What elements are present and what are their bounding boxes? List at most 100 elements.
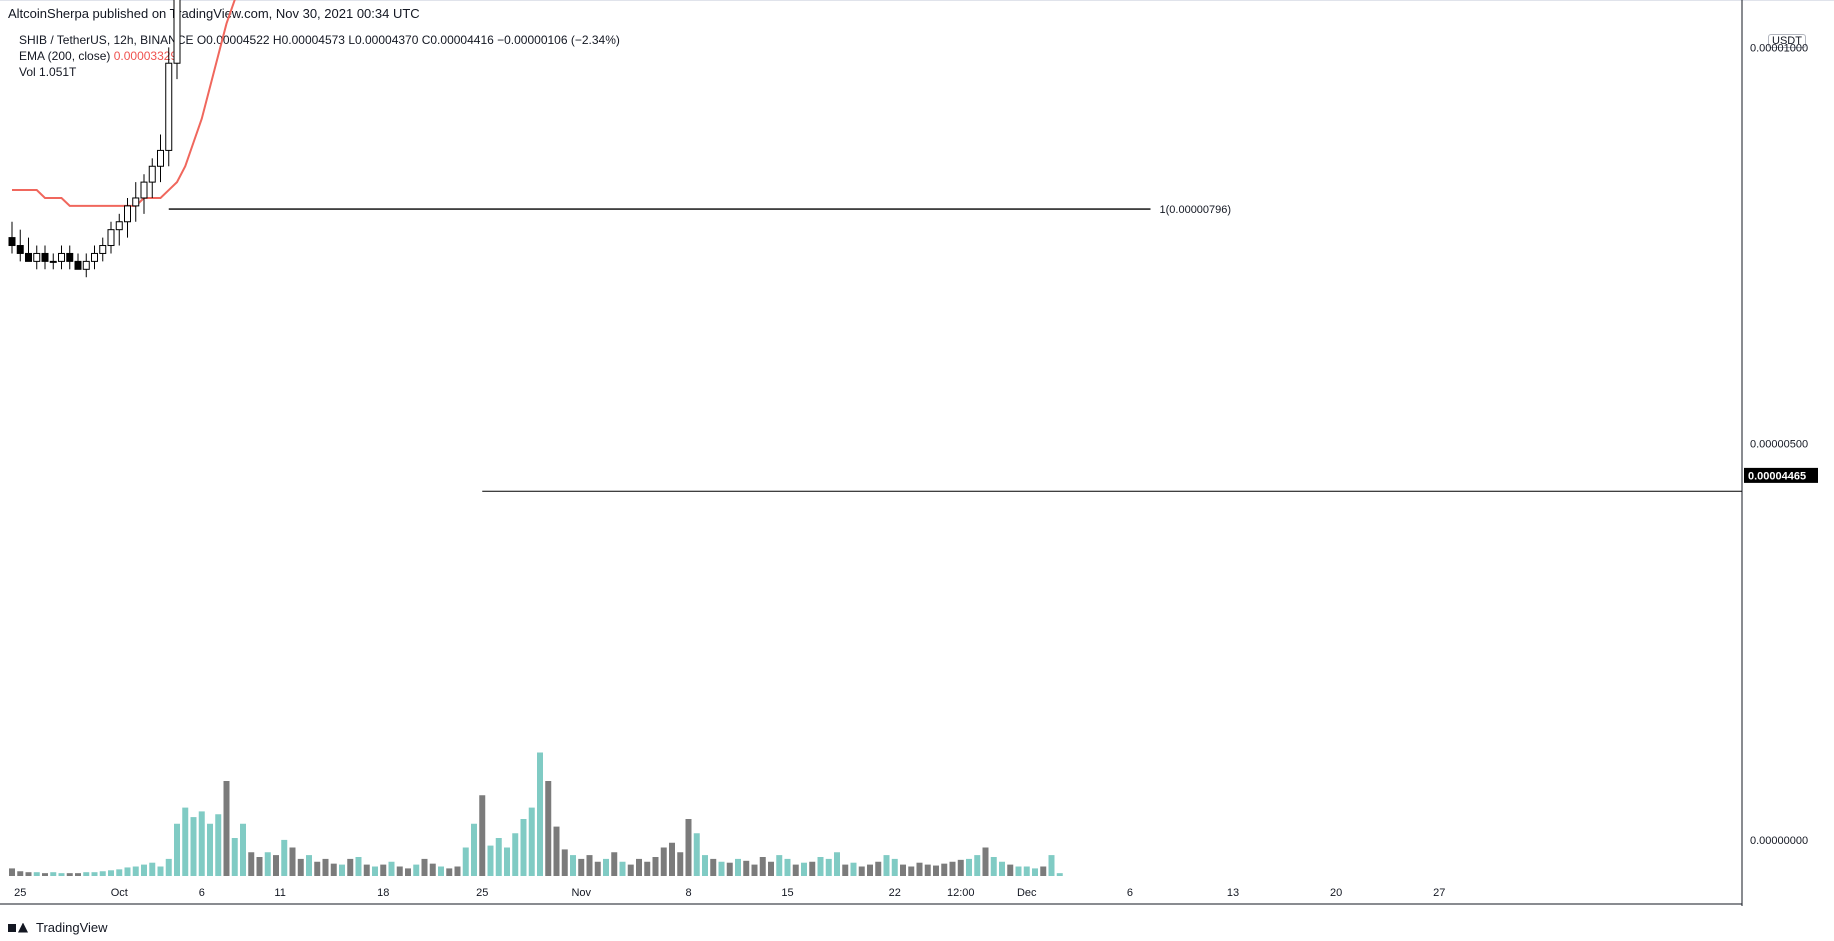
candle [99, 237, 107, 262]
volume-bar [916, 862, 923, 876]
volume-bar [743, 860, 750, 876]
volume-bar [900, 864, 906, 876]
volume-bar [66, 873, 73, 876]
candle [148, 158, 156, 198]
x-tick-label: 13 [1227, 887, 1239, 899]
x-tick-label: Nov [571, 887, 591, 899]
volume-bar [660, 847, 667, 876]
candle [41, 245, 49, 270]
volume-bar [842, 864, 849, 876]
candle-body-down [8, 237, 16, 247]
y-tick-label: 0.00000000 [1750, 835, 1808, 847]
candle-body-down [66, 252, 74, 262]
x-tick-label: 12:00 [947, 887, 975, 899]
candle [157, 134, 164, 183]
volume-bar [132, 866, 139, 876]
volume-bar [586, 855, 593, 876]
symbol-ohlc-line: SHIB / TetherUS, 12h, BINANCE O0.0000452… [19, 33, 620, 47]
volume-bar [289, 847, 296, 876]
volume-bar [1032, 868, 1038, 876]
volume-bar [809, 861, 816, 876]
volume-bar [999, 861, 1005, 876]
volume-bar [471, 823, 477, 876]
candle [132, 182, 140, 222]
volume-bar [834, 852, 840, 876]
volume-bar [108, 870, 114, 876]
candle-body-down [25, 252, 32, 262]
currency-badge[interactable]: USDT [1768, 34, 1806, 48]
candle-body-down [74, 260, 82, 270]
volume-bar [644, 861, 651, 876]
volume-bar [9, 868, 15, 876]
publisher-line: AltcoinSherpa published on TradingView.c… [8, 6, 420, 21]
volume-bar [190, 817, 197, 876]
volume-bar [99, 871, 106, 876]
volume-bar [231, 838, 238, 876]
ema-200-line [12, 0, 236, 207]
x-tick-label: 15 [781, 887, 793, 899]
volume-bar [603, 858, 609, 876]
x-tick-label: 6 [199, 887, 205, 899]
volume-bar [91, 872, 98, 876]
candle [124, 197, 131, 238]
candle-body-up [124, 205, 131, 223]
y-tick-label: 0.00000500 [1750, 439, 1808, 451]
volume-bar [141, 864, 147, 876]
volume-bar [726, 862, 733, 876]
candle [16, 229, 24, 262]
volume-bar [528, 807, 535, 876]
volume-bar [1048, 855, 1055, 876]
volume-bar [429, 863, 436, 876]
volume-bar [413, 864, 420, 876]
y-tick-label: 0.00001000 [1750, 42, 1808, 54]
high-price-badge: 0.00004465 [1748, 470, 1806, 482]
volume-bar [215, 814, 222, 876]
candle-body-up [173, 0, 181, 64]
volume-bar [314, 861, 321, 876]
tradingview-logo-icon [8, 922, 30, 934]
volume-bar [735, 858, 741, 876]
volume-bar [281, 839, 288, 876]
top-divider [0, 0, 1834, 1]
volume-bar [990, 857, 997, 876]
volume-bar [297, 858, 304, 876]
candle-body-up [82, 260, 90, 270]
chart-legend: SHIB / TetherUS, 12h, BINANCE O0.0000452… [19, 32, 620, 80]
volume-bar [58, 873, 65, 876]
candle [49, 253, 57, 270]
volume-bar [578, 858, 585, 876]
x-tick-label: 11 [274, 887, 285, 899]
candle-body-up [49, 260, 57, 263]
candle-body-up [132, 197, 140, 207]
volume-bar [487, 845, 494, 876]
ema-layer [12, 0, 236, 207]
candle [82, 253, 90, 278]
volume-bar [198, 811, 205, 876]
volume-bar [594, 861, 601, 876]
volume-bar [710, 858, 717, 876]
volume-bar [248, 852, 255, 876]
volume-bar [627, 864, 634, 876]
volume-bar [545, 781, 552, 876]
volume-bar [759, 857, 766, 876]
fibonacci-layer: 0(0.00008688)0.236(0.00006825)0.382(0.00… [168, 204, 1742, 492]
x-tick-label: 25 [476, 887, 488, 899]
candle-body-up [33, 252, 41, 262]
x-tick-label: 18 [377, 887, 389, 899]
volume-bar [1007, 864, 1014, 876]
volume-bar [553, 826, 560, 876]
volume-line: Vol 1.051T [19, 65, 77, 79]
volume-bar [454, 866, 461, 876]
candle [8, 221, 16, 254]
volume-layer [9, 752, 1063, 876]
candles-layer [8, 0, 181, 278]
candle-body-down [41, 252, 49, 262]
volume-bar [396, 866, 403, 876]
ema-legend-row: EMA (200, close) 0.00003329 [19, 48, 620, 64]
candle-body-up [140, 181, 148, 199]
volume-bar [1023, 866, 1030, 876]
volume-bar [817, 857, 824, 876]
volume-bar [380, 864, 387, 876]
volume-bar [479, 795, 486, 876]
